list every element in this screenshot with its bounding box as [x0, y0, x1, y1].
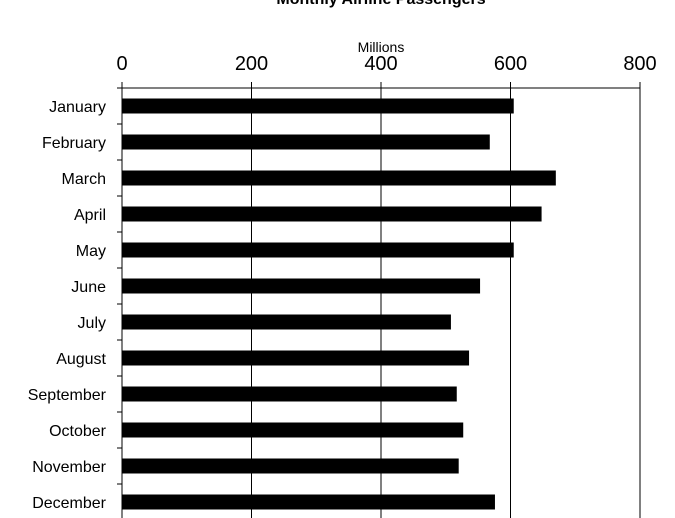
- category-label: October: [49, 423, 107, 440]
- category-label: January: [49, 99, 106, 116]
- category-label: April: [74, 207, 106, 224]
- category-label: May: [76, 243, 106, 260]
- category-label: December: [32, 495, 106, 512]
- bar-august: [122, 350, 470, 366]
- x-tick-label: 600: [494, 53, 527, 75]
- x-tick-label: 200: [235, 53, 268, 75]
- bar-march: [122, 170, 556, 186]
- x-axis-label: Millions: [358, 39, 405, 55]
- x-tick-label: 0: [116, 53, 127, 75]
- category-label: August: [56, 351, 106, 368]
- bar-april: [122, 206, 542, 222]
- bar-november: [122, 458, 459, 474]
- category-label: September: [28, 387, 107, 404]
- category-label: March: [62, 171, 106, 188]
- category-label: November: [32, 459, 106, 476]
- bar-september: [122, 386, 457, 402]
- bar-october: [122, 422, 464, 438]
- category-labels: January February March April May June July Augu…: [28, 99, 107, 512]
- category-label: July: [78, 315, 106, 332]
- category-label: February: [42, 135, 106, 152]
- bars: [122, 98, 556, 510]
- x-tick-label: 800: [623, 53, 656, 75]
- bar-may: [122, 242, 514, 258]
- category-label: June: [71, 279, 106, 296]
- bar-july: [122, 314, 451, 330]
- bar-january: [122, 98, 514, 114]
- x-axis-ticks: 0 200 400 600 800: [116, 53, 656, 75]
- bar-june: [122, 278, 481, 294]
- gridlines: [117, 82, 641, 518]
- x-tick-label: 400: [364, 53, 397, 75]
- bar-february: [122, 134, 490, 150]
- chart-title: Monthly Airline Passengers: [276, 0, 485, 8]
- bar-december: [122, 494, 495, 510]
